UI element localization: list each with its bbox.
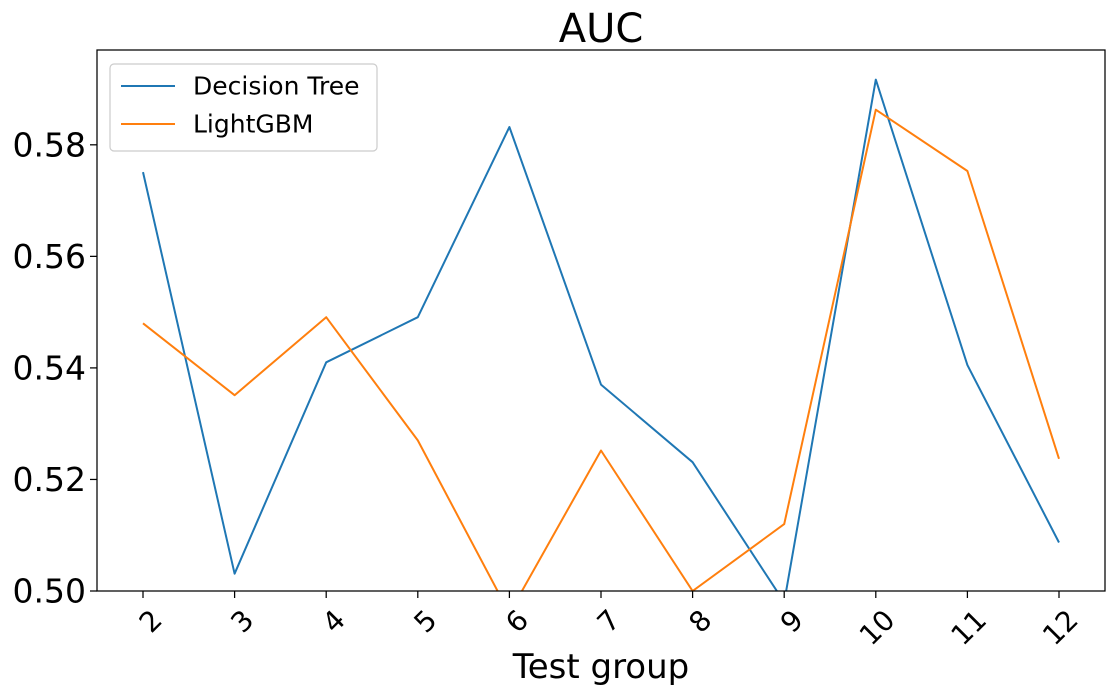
x-tick-label: 7	[591, 603, 627, 639]
x-axis-label: Test group	[512, 647, 690, 687]
series-layer	[142, 78, 1060, 591]
x-tick-label: 10	[853, 603, 902, 652]
axes: 0.50 0.52 0.54 0.56 0.58 2 3 4 5 6 7 8 9 10 11 12	[13, 125, 1085, 652]
y-tick-label: 0.56	[13, 237, 86, 276]
x-tick-label: 12	[1036, 603, 1085, 652]
chart-title: AUC	[559, 6, 644, 52]
x-tick-label: 5	[408, 603, 444, 639]
series-line-decision-tree	[142, 78, 1060, 591]
x-tick-label: 3	[224, 603, 260, 639]
legend-label: Decision Tree	[193, 72, 359, 101]
legend: Decision Tree LightGBM	[109, 63, 378, 152]
x-tick-label: 2	[133, 603, 169, 639]
x-tick-label: 8	[682, 603, 718, 639]
x-tick-label: 9	[774, 603, 810, 639]
y-tick-label: 0.52	[13, 460, 86, 499]
y-tick-label: 0.50	[13, 572, 86, 611]
y-tick-label: 0.58	[13, 125, 86, 164]
x-tick-label: 4	[316, 603, 352, 639]
series-line-lightgbm	[142, 108, 1060, 591]
x-tick-label: 11	[945, 603, 994, 652]
plot-frame	[96, 49, 1106, 592]
y-tick-label: 0.54	[13, 348, 86, 387]
legend-box	[109, 63, 378, 152]
x-tick-label: 6	[499, 603, 535, 639]
legend-label: LightGBM	[193, 110, 313, 139]
